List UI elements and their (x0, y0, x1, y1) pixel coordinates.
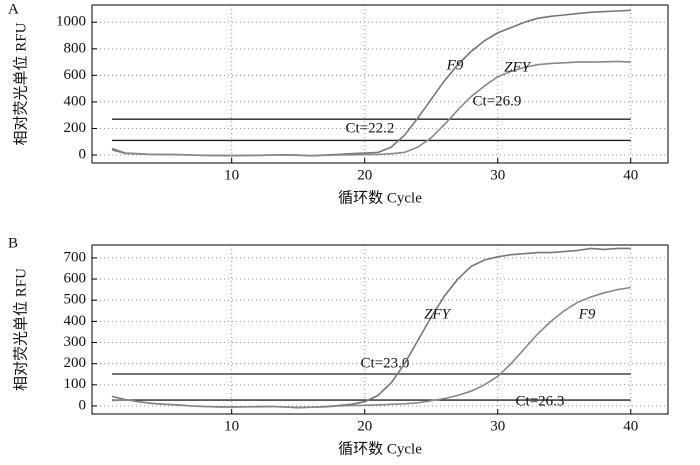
x-tick-label: 20 (357, 167, 372, 183)
y-tick-label: 0 (79, 146, 87, 162)
y-tick-label: 0 (79, 397, 87, 413)
series-line (111, 60, 631, 157)
plot-frame (91, 4, 669, 164)
series-line (111, 286, 631, 409)
y-tick-label: 700 (64, 249, 87, 265)
y-tick-label: 200 (64, 355, 87, 371)
x-tick-label: 40 (623, 167, 638, 183)
series-label: ZFY (424, 306, 452, 322)
ct-annotation: Ct=26.3 (516, 393, 565, 409)
ct-annotation: Ct=22.2 (346, 120, 395, 136)
y-tick-label: 300 (64, 334, 87, 350)
panel-label: A (8, 1, 19, 17)
y-axis-title: 相对荧光单位 RFU (12, 268, 29, 391)
x-tick-label: 40 (623, 418, 638, 434)
ct-annotation: Ct=23.0 (361, 355, 410, 371)
x-axis-title: 循环数 Cycle (338, 189, 422, 206)
x-tick-label: 30 (490, 167, 505, 183)
x-tick-label: 20 (357, 418, 372, 434)
series-label: F9 (446, 57, 464, 73)
y-tick-label: 400 (64, 313, 87, 329)
plot-frame (91, 244, 669, 415)
y-tick-label: 600 (64, 67, 87, 83)
y-tick-label: 1000 (56, 14, 86, 30)
x-tick-label: 30 (490, 418, 505, 434)
series-label: F9 (578, 306, 596, 322)
y-tick-label: 400 (64, 93, 87, 109)
series-label: ZFY (504, 59, 532, 75)
series-line (111, 247, 631, 409)
y-tick-label: 100 (64, 376, 87, 392)
x-axis-title: 循环数 Cycle (338, 440, 422, 457)
y-tick-label: 200 (64, 120, 87, 136)
y-tick-label: 500 (64, 292, 87, 308)
y-tick-label: 600 (64, 270, 87, 286)
y-tick-label: 800 (64, 40, 87, 56)
x-tick-label: 10 (224, 167, 239, 183)
panel-label: B (8, 235, 18, 251)
x-tick-label: 10 (224, 418, 239, 434)
ct-annotation: Ct=26.9 (473, 93, 522, 109)
y-axis-title: 相对荧光单位 RFU (12, 22, 29, 145)
